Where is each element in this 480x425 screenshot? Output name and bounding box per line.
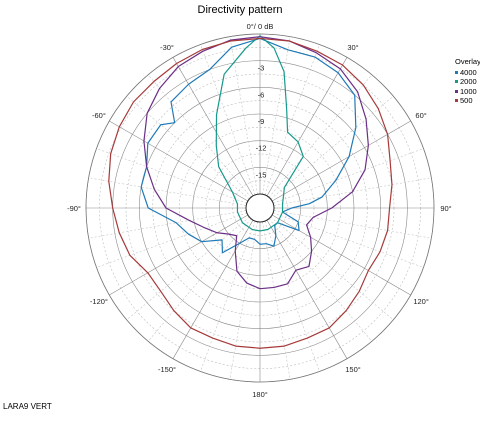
legend-label: 500 — [460, 96, 473, 105]
grid-spoke — [266, 57, 348, 197]
chart-title: Directivity pattern — [197, 4, 283, 16]
center-hub — [245, 193, 275, 223]
grid-spoke — [262, 221, 291, 380]
radial-tick-label: -9 — [258, 117, 265, 126]
series-line-1000 — [143, 36, 369, 290]
grid-spoke — [109, 214, 249, 296]
grid-spoke — [271, 214, 411, 296]
grid-spoke — [273, 148, 424, 204]
outer-ring — [85, 33, 435, 383]
footer-label: LARA9 VERT — [3, 402, 52, 411]
radial-tick-label: -3 — [258, 64, 265, 73]
angle-tick-label: 180° — [252, 390, 268, 399]
legend-item-4000: 4000 — [455, 68, 480, 78]
grid-spoke — [264, 44, 320, 195]
legend-swatch — [455, 70, 458, 74]
legend-item-1000: 1000 — [455, 87, 480, 97]
series-line-2000 — [215, 35, 304, 232]
angle-tick-label: -30° — [160, 43, 174, 52]
grid-spoke — [264, 221, 320, 372]
label-layer: -30° 30° -60° 60° -90° 90° -120° 120° -150° 150° 1… — [67, 22, 452, 399]
angle-tick-label: 30° — [347, 43, 358, 52]
angle-tick-label: -150° — [158, 365, 176, 374]
angle-tick-label-top: 0°/ 0 dB — [247, 22, 274, 31]
legend-label: 2000 — [460, 77, 477, 86]
grid-spoke — [88, 177, 247, 206]
series-layer — [108, 35, 393, 349]
legend-item-500: 500 — [455, 96, 480, 106]
grid-spoke — [270, 95, 394, 200]
legend-swatch — [455, 99, 458, 103]
grid-spoke — [88, 210, 247, 239]
angle-tick-label: 120° — [413, 297, 429, 306]
legend-swatch — [455, 80, 458, 84]
grid-spoke — [147, 74, 252, 198]
radial-tick-label: -6 — [258, 90, 265, 99]
grid-spoke — [147, 218, 252, 342]
angle-tick-label: 90° — [440, 204, 451, 213]
legend-label: 1000 — [460, 86, 477, 96]
legend-swatch — [455, 89, 458, 93]
grid-spoke — [200, 221, 256, 372]
grid-spoke — [96, 212, 247, 268]
grid-spoke — [266, 219, 348, 359]
angle-tick-label: 150° — [345, 365, 361, 374]
series-line-4000 — [140, 37, 357, 254]
grid-spoke — [126, 216, 250, 321]
grid-spoke — [229, 221, 258, 380]
grid-spoke — [270, 216, 394, 321]
series-line-500 — [108, 37, 393, 349]
grid-spoke — [229, 36, 258, 195]
grid-spoke — [262, 36, 291, 195]
radial-tick-label: -12 — [256, 144, 267, 153]
grid-spoke — [109, 120, 249, 202]
angle-tick-label: 60° — [415, 111, 426, 120]
grid-spoke — [172, 57, 254, 197]
grid-spoke — [273, 212, 424, 268]
radial-tick-label: -15 — [256, 170, 267, 179]
grid-spoke — [273, 210, 432, 239]
legend-label: 4000 — [460, 67, 477, 77]
angle-tick-label: -120° — [90, 297, 108, 306]
grid-spoke — [96, 148, 247, 204]
legend: Overlay 4000 2000 1000 500 — [455, 57, 480, 106]
angle-tick-label: -90° — [67, 204, 81, 213]
grid-spoke — [268, 218, 373, 342]
legend-title: Overlay — [455, 57, 480, 66]
legend-item-2000: 2000 — [455, 77, 480, 87]
angle-tick-label: -60° — [92, 111, 106, 120]
